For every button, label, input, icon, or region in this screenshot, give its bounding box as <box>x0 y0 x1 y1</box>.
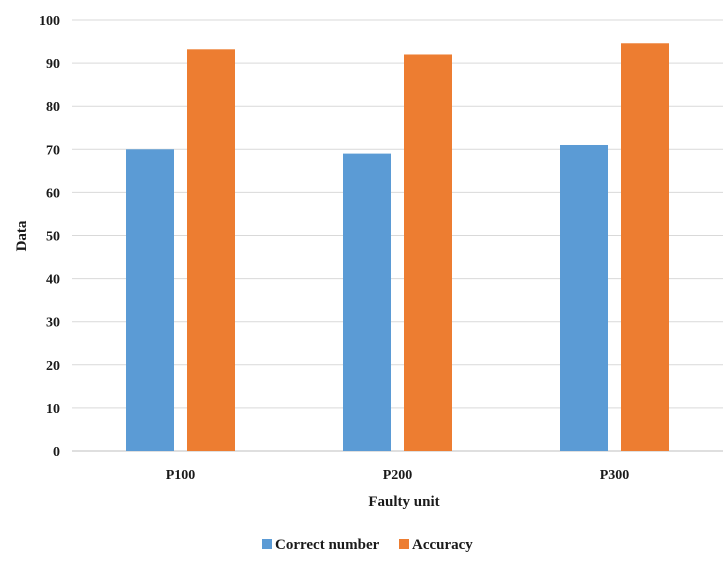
bars <box>126 43 669 452</box>
bar-accuracy-p300 <box>621 43 669 452</box>
x-tick-label: P200 <box>383 468 413 483</box>
x-axis-ticks: P100 P200 P300 <box>166 468 630 483</box>
legend-swatch <box>262 539 272 549</box>
bar-correct-number-p100 <box>126 149 174 452</box>
x-axis-title: Faulty unit <box>368 494 439 510</box>
y-axis-title: Data <box>14 220 30 251</box>
y-tick-label: 0 <box>53 445 60 460</box>
bar-correct-number-p200 <box>343 153 391 452</box>
y-tick-label: 100 <box>39 14 60 29</box>
y-tick-label: 10 <box>46 402 60 417</box>
bar-accuracy-p200 <box>404 54 452 451</box>
y-tick-label: 20 <box>46 359 60 374</box>
y-tick-label: 50 <box>46 230 60 245</box>
bar-accuracy-p100 <box>187 49 235 452</box>
y-tick-label: 30 <box>46 316 60 331</box>
legend: Correct number Accuracy <box>262 537 473 553</box>
bar-correct-number-p300 <box>560 144 608 452</box>
y-tick-label: 40 <box>46 273 60 288</box>
y-tick-label: 80 <box>46 100 60 115</box>
x-tick-label: P300 <box>600 468 630 483</box>
legend-label: Correct number <box>275 537 380 553</box>
y-tick-label: 60 <box>46 186 60 201</box>
gridlines <box>72 19 723 452</box>
y-tick-label: 70 <box>46 143 60 158</box>
x-tick-label: P100 <box>166 468 196 483</box>
y-tick-label: 90 <box>46 57 60 72</box>
legend-swatch <box>399 539 409 549</box>
legend-label: Accuracy <box>412 537 473 553</box>
y-axis-ticks: 0 10 20 30 40 50 60 70 80 90 100 <box>39 14 60 460</box>
